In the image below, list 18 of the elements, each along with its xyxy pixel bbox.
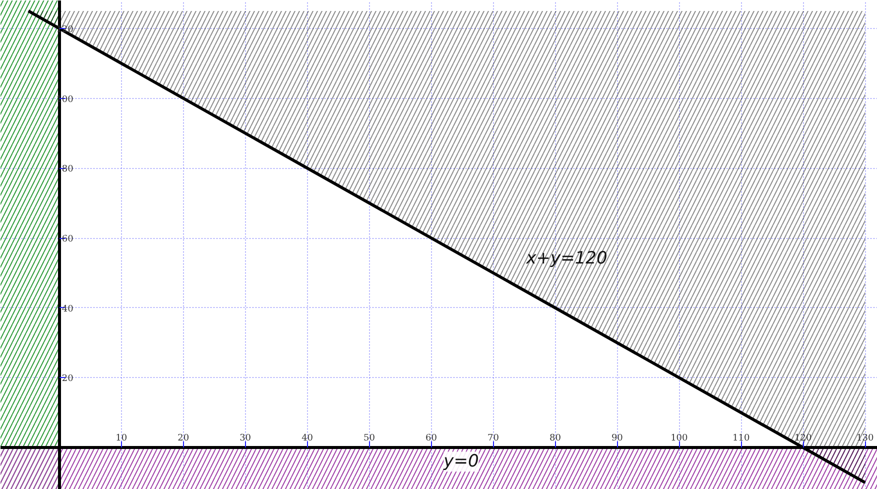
x-tick-label: 100 (670, 434, 688, 444)
y-tick-label: 40 (62, 304, 74, 314)
x-tick-label: 60 (426, 434, 438, 444)
x-tick-label: 110 (732, 434, 750, 444)
x-tick-label: 70 (488, 434, 500, 444)
y-tick-label: 80 (62, 164, 74, 175)
x-tick-label: 80 (549, 434, 562, 444)
annotation: y=0 (442, 452, 479, 472)
y-tick-label: 60 (62, 234, 74, 245)
x-tick-label: 10 (116, 434, 128, 444)
x-tick-label: 20 (178, 434, 190, 444)
y-tick-label: 20 (62, 374, 74, 384)
x-tick-label: 30 (240, 434, 252, 444)
y-tick-label: 120 (56, 24, 74, 35)
x-tick-label: 50 (364, 434, 376, 444)
annotation: x+y=120 (525, 248, 608, 268)
x-tick-label: 40 (302, 434, 314, 444)
x-tick-label: 90 (611, 434, 624, 444)
